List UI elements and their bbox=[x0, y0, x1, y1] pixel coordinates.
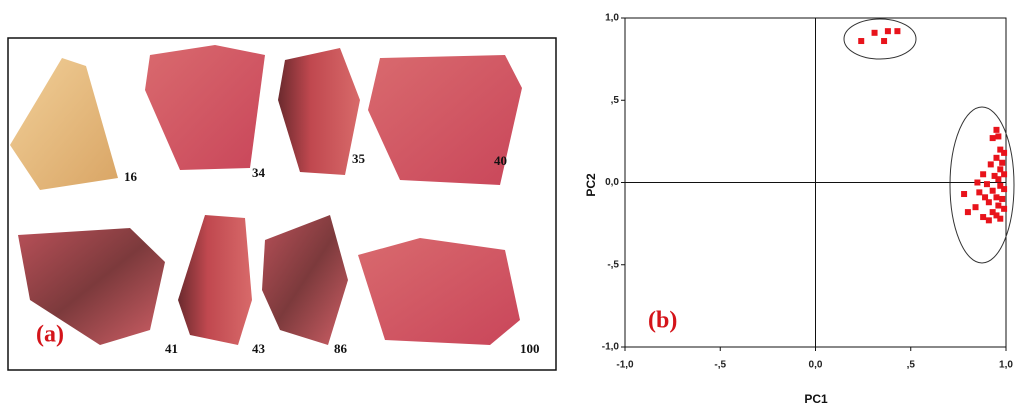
cluster-outline bbox=[844, 19, 916, 59]
sherd-number: 40 bbox=[494, 153, 507, 168]
y-tick-label: 1,0 bbox=[605, 13, 619, 24]
sherd bbox=[358, 238, 520, 345]
point bbox=[976, 189, 982, 195]
sherd-number: 34 bbox=[252, 165, 266, 180]
point bbox=[990, 188, 996, 194]
point bbox=[872, 30, 878, 36]
point bbox=[1001, 186, 1007, 192]
cluster-outline bbox=[950, 107, 1014, 263]
y-tick-label: -1,0 bbox=[602, 342, 620, 353]
point bbox=[995, 203, 1001, 209]
y-tick-label: -,5 bbox=[607, 259, 619, 270]
panel-a: 16 34 35 40 41 43 86 100 (a) bbox=[8, 38, 556, 370]
x-tick-label: 0,0 bbox=[809, 360, 823, 371]
x-tick-label: -,5 bbox=[714, 360, 726, 371]
x-axis-label: PC1 bbox=[804, 392, 828, 406]
figure: 16 34 35 40 41 43 86 100 (a) PC1 PC2 (b)… bbox=[0, 0, 1018, 407]
point bbox=[965, 209, 971, 215]
sherd-number: 100 bbox=[520, 341, 540, 356]
point bbox=[858, 38, 864, 44]
point bbox=[986, 217, 992, 223]
point bbox=[988, 161, 994, 167]
point bbox=[961, 191, 967, 197]
sherd-number: 16 bbox=[124, 169, 138, 184]
point bbox=[997, 216, 1003, 222]
point bbox=[1001, 150, 1007, 156]
x-tick-label: ,5 bbox=[907, 360, 916, 371]
point bbox=[1001, 206, 1007, 212]
point bbox=[999, 160, 1005, 166]
point bbox=[993, 127, 999, 133]
y-tick-label: 0,0 bbox=[605, 177, 619, 188]
sherd-number: 86 bbox=[334, 341, 348, 356]
point bbox=[980, 171, 986, 177]
point bbox=[1001, 171, 1007, 177]
point bbox=[999, 196, 1005, 202]
x-tick-label: 1,0 bbox=[999, 360, 1013, 371]
point bbox=[993, 155, 999, 161]
point bbox=[980, 214, 986, 220]
panel-label: (b) bbox=[648, 308, 677, 334]
sherd-number: 35 bbox=[352, 151, 366, 166]
point bbox=[973, 204, 979, 210]
point bbox=[982, 194, 988, 200]
point bbox=[894, 28, 900, 34]
sherd-number: 43 bbox=[252, 341, 266, 356]
y-axis-label: PC2 bbox=[584, 173, 598, 197]
point bbox=[984, 181, 990, 187]
y-tick-label: ,5 bbox=[611, 95, 620, 106]
sherd-number: 41 bbox=[165, 341, 178, 356]
point bbox=[990, 135, 996, 141]
point bbox=[993, 194, 999, 200]
point bbox=[995, 176, 1001, 182]
panel-b: PC1 PC2 (b) -1,0 -,5 0,0 ,5 1,0 -1,0 -,5 0,0 ,5 1… bbox=[584, 13, 1014, 407]
point bbox=[885, 28, 891, 34]
point bbox=[881, 38, 887, 44]
panel-label: (a) bbox=[36, 322, 64, 348]
point bbox=[995, 133, 1001, 139]
point bbox=[974, 180, 980, 186]
x-tick-label: -1,0 bbox=[616, 360, 634, 371]
